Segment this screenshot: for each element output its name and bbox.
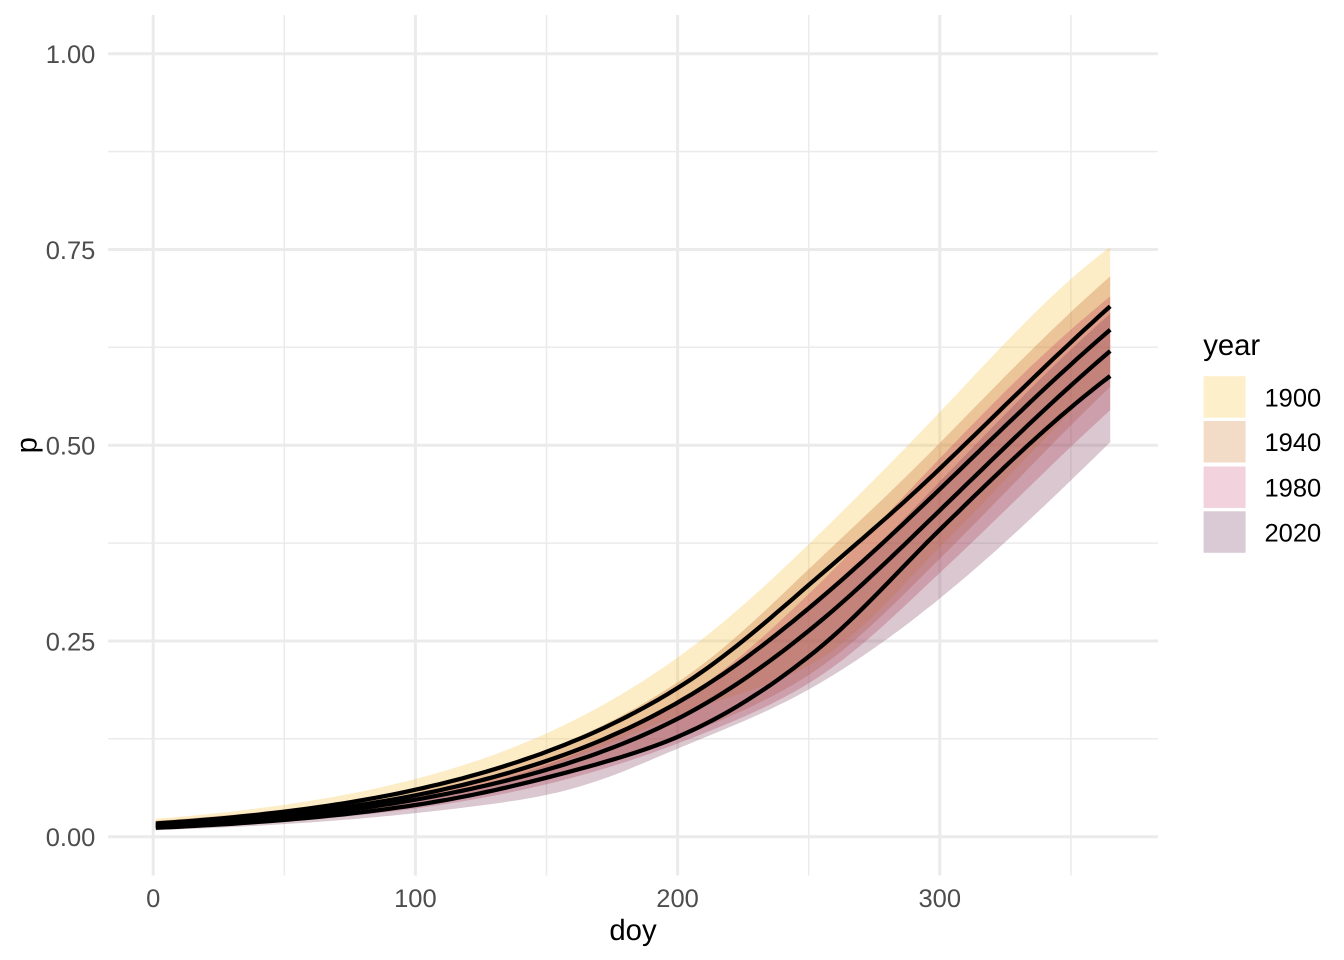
svg-text:0: 0 bbox=[146, 885, 160, 913]
svg-text:1900: 1900 bbox=[1265, 384, 1322, 412]
svg-text:300: 300 bbox=[919, 885, 962, 913]
svg-text:0.00: 0.00 bbox=[46, 824, 96, 852]
svg-text:100: 100 bbox=[394, 885, 437, 913]
svg-text:1940: 1940 bbox=[1265, 429, 1322, 457]
svg-text:0.75: 0.75 bbox=[46, 237, 96, 265]
svg-text:0.25: 0.25 bbox=[46, 628, 96, 656]
svg-text:doy: doy bbox=[609, 914, 657, 947]
svg-text:0.50: 0.50 bbox=[46, 433, 96, 461]
svg-text:1980: 1980 bbox=[1265, 475, 1322, 503]
svg-text:200: 200 bbox=[656, 885, 699, 913]
svg-text:year: year bbox=[1203, 329, 1260, 362]
svg-text:1.00: 1.00 bbox=[46, 41, 96, 69]
svg-text:2020: 2020 bbox=[1265, 520, 1322, 548]
svg-text:p: p bbox=[10, 437, 43, 453]
